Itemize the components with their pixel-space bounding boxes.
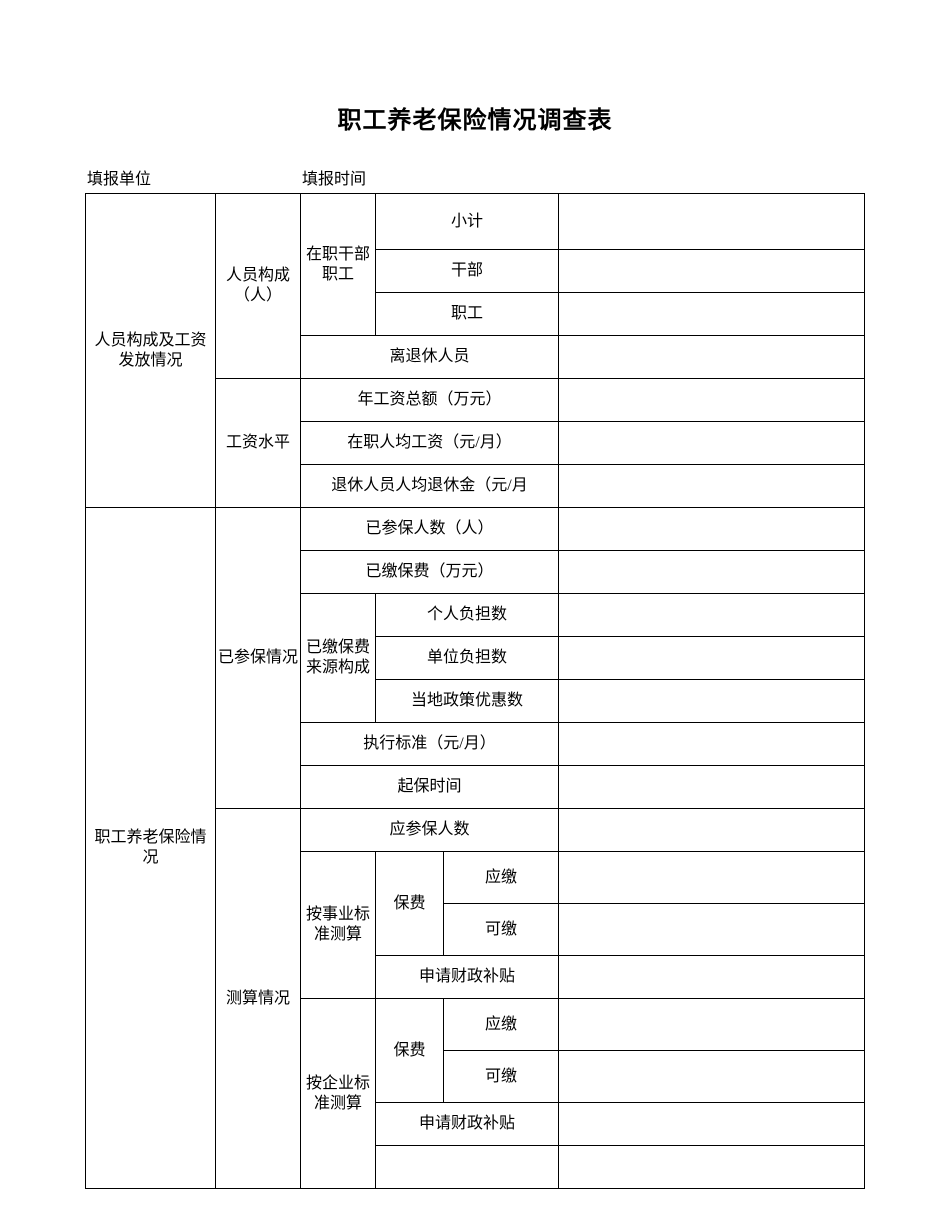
retired-label: 离退休人员 <box>301 336 559 379</box>
ent-extra-row <box>376 1146 559 1189</box>
ent-canpay-value[interactable] <box>559 1051 865 1103</box>
ent-payable-value[interactable] <box>559 999 865 1051</box>
ent-subsidy-value[interactable] <box>559 1103 865 1146</box>
inst-subsidy-value[interactable] <box>559 956 865 999</box>
inst-fee-label: 保费 <box>376 852 444 956</box>
personnel-label: 人员构成（人） <box>216 194 301 379</box>
policy-label: 当地政策优惠数 <box>376 680 559 723</box>
should-count-value[interactable] <box>559 809 865 852</box>
should-count-label: 应参保人数 <box>301 809 559 852</box>
section1-title: 人员构成及工资发放情况 <box>86 194 216 508</box>
start-time-value[interactable] <box>559 766 865 809</box>
page-title: 职工养老保险情况调查表 <box>85 100 865 135</box>
salary-label: 工资水平 <box>216 379 301 508</box>
inst-payable-value[interactable] <box>559 852 865 904</box>
fee-paid-label: 已缴保费（万元） <box>301 551 559 594</box>
ent-canpay-label: 可缴 <box>444 1051 559 1103</box>
time-label: 填报时间 <box>302 165 863 189</box>
insured-label: 已参保情况 <box>216 508 301 809</box>
form-header: 填报单位 填报时间 <box>85 165 865 189</box>
fee-paid-value[interactable] <box>559 551 865 594</box>
standard-value[interactable] <box>559 723 865 766</box>
estimate-label: 测算情况 <box>216 809 301 1189</box>
worker-value[interactable] <box>559 293 865 336</box>
standard-label: 执行标准（元/月） <box>301 723 559 766</box>
ent-extra-value[interactable] <box>559 1146 865 1189</box>
source-label: 已缴保费来源构成 <box>301 594 376 723</box>
ent-fee-label: 保费 <box>376 999 444 1103</box>
insured-count-label: 已参保人数（人） <box>301 508 559 551</box>
cadre-value[interactable] <box>559 250 865 293</box>
unit-burden-value[interactable] <box>559 637 865 680</box>
retired-value[interactable] <box>559 336 865 379</box>
cadre-label: 干部 <box>376 250 559 293</box>
policy-value[interactable] <box>559 680 865 723</box>
personal-label: 个人负担数 <box>376 594 559 637</box>
on-duty-label: 在职干部职工 <box>301 194 376 336</box>
survey-table: 人员构成及工资发放情况 人员构成（人） 在职干部职工 小计 干部 职工 离退休人… <box>85 193 865 1189</box>
annual-total-value[interactable] <box>559 379 865 422</box>
avg-retired-label: 退休人员人均退休金（元/月 <box>301 465 559 508</box>
ent-payable-label: 应缴 <box>444 999 559 1051</box>
enterprise-label: 按企业标准测算 <box>301 999 376 1189</box>
avg-retired-value[interactable] <box>559 465 865 508</box>
inst-subsidy-label: 申请财政补贴 <box>376 956 559 999</box>
unit-burden-label: 单位负担数 <box>376 637 559 680</box>
worker-label: 职工 <box>376 293 559 336</box>
inst-payable-label: 应缴 <box>444 852 559 904</box>
personal-value[interactable] <box>559 594 865 637</box>
inst-canpay-value[interactable] <box>559 904 865 956</box>
unit-label: 填报单位 <box>87 165 302 189</box>
start-time-label: 起保时间 <box>301 766 559 809</box>
avg-onduty-value[interactable] <box>559 422 865 465</box>
avg-onduty-label: 在职人均工资（元/月） <box>301 422 559 465</box>
subtotal-label: 小计 <box>376 194 559 250</box>
section2-title: 职工养老保险情况 <box>86 508 216 1189</box>
insured-count-value[interactable] <box>559 508 865 551</box>
annual-total-label: 年工资总额（万元） <box>301 379 559 422</box>
subtotal-value[interactable] <box>559 194 865 250</box>
inst-canpay-label: 可缴 <box>444 904 559 956</box>
institution-label: 按事业标准测算 <box>301 852 376 999</box>
ent-subsidy-label: 申请财政补贴 <box>376 1103 559 1146</box>
